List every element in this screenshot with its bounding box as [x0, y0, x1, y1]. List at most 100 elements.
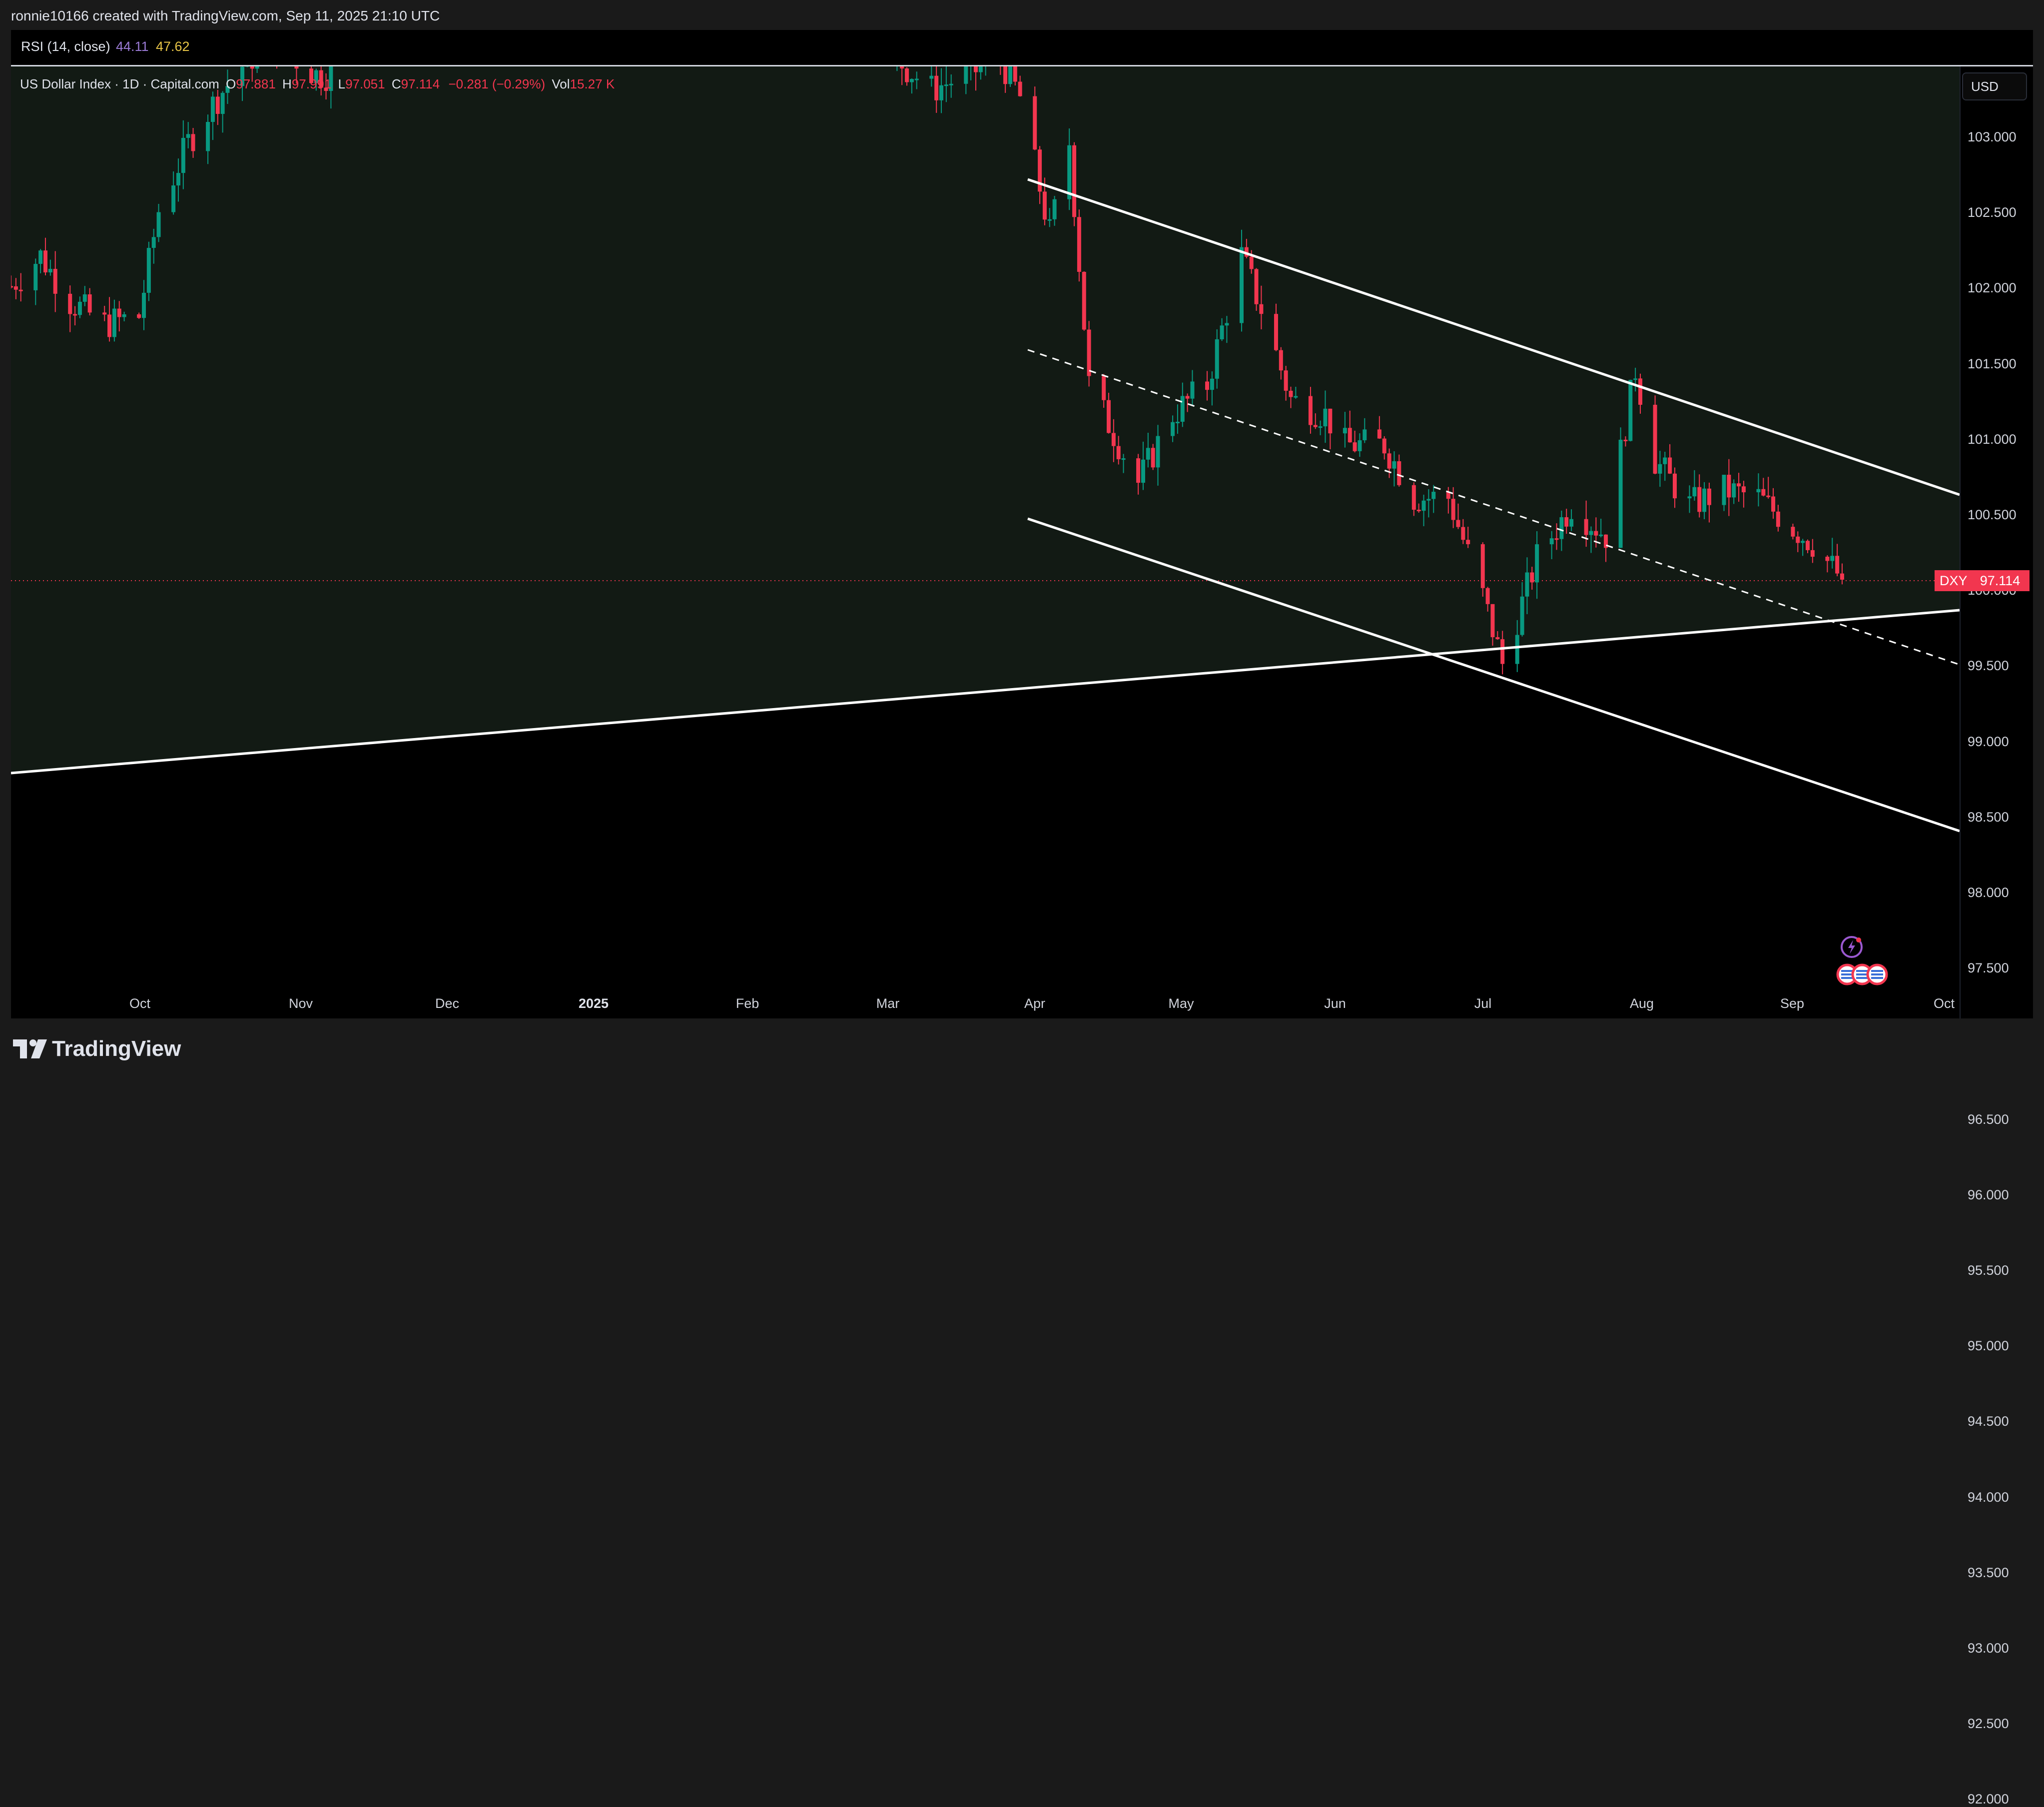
- price-axis-label: 93.000: [1968, 1641, 2009, 1656]
- candle-body: [1397, 461, 1401, 485]
- lightning-event-icon[interactable]: [1839, 934, 1865, 960]
- price-axis-label: 92.500: [1968, 1716, 2009, 1732]
- candle-body: [1668, 457, 1672, 474]
- low-label: L: [338, 76, 346, 91]
- tradingview-logo-text[interactable]: TradingView: [52, 1036, 181, 1061]
- channel-upper-line[interactable]: [1027, 178, 1960, 496]
- candle-body: [1348, 428, 1352, 443]
- candle-body: [324, 87, 328, 91]
- candle-body: [944, 84, 948, 86]
- candle-body: [1658, 464, 1662, 474]
- candle-body: [1564, 517, 1569, 527]
- candle-body: [1254, 269, 1259, 304]
- candle-body: [1535, 544, 1539, 583]
- candle-body: [1825, 557, 1830, 561]
- bottom-bar: TradingView: [0, 1019, 2044, 1085]
- vol-label: Vol: [552, 76, 570, 91]
- candle-body: [1047, 219, 1052, 221]
- price-axis-label: 103.000: [1968, 129, 2017, 144]
- candle-body: [1225, 323, 1229, 326]
- candle-body: [1411, 485, 1416, 510]
- candle-body: [1205, 381, 1210, 390]
- candle-body: [1249, 256, 1254, 269]
- channel-mid-line[interactable]: [1027, 349, 1960, 666]
- tradingview-logo-icon[interactable]: [12, 1037, 50, 1060]
- candle-body: [245, 66, 249, 67]
- price-chart[interactable]: US Dollar Index · 1D · Capital.com O97.8…: [11, 66, 2033, 1807]
- time-axis-label: May: [1168, 996, 1194, 1011]
- candle-body: [1791, 527, 1795, 537]
- candle-body: [1702, 488, 1707, 512]
- candle-body: [255, 66, 259, 69]
- candle-body: [11, 286, 13, 288]
- candle-body: [1672, 473, 1677, 499]
- candle-body: [191, 134, 195, 151]
- rising-trendline[interactable]: [11, 609, 1960, 775]
- candle-body: [1220, 325, 1224, 339]
- candle-body: [1358, 440, 1362, 451]
- candle-body: [1451, 499, 1455, 520]
- close-label: C: [391, 76, 401, 91]
- candle-body: [1840, 573, 1844, 580]
- candle-body: [1244, 247, 1249, 257]
- candle-body: [1121, 458, 1126, 460]
- candle-body: [329, 66, 333, 91]
- candle-body: [215, 96, 220, 114]
- attribution-text: ronnie10166 created with TradingView.com…: [11, 8, 440, 23]
- candle-body: [151, 237, 156, 248]
- time-axis-label: Mar: [876, 996, 900, 1011]
- candle-body: [171, 185, 176, 212]
- last-price-tag: 97.114: [1971, 570, 2030, 591]
- rsi-title[interactable]: RSI (14, close): [21, 39, 110, 54]
- candle-body: [1737, 483, 1741, 487]
- candle-body: [102, 312, 107, 315]
- symbol-name[interactable]: US Dollar Index · 1D · Capital.com: [20, 76, 219, 91]
- candle-body: [1599, 534, 1603, 536]
- symbol-legend[interactable]: US Dollar Index · 1D · Capital.com O97.8…: [20, 76, 615, 92]
- candle-body: [1387, 453, 1391, 469]
- currency-selector[interactable]: USD: [1962, 72, 2027, 100]
- rsi-pane[interactable]: RSI (14, close) 44.11 47.62: [11, 30, 2033, 66]
- candle-body: [18, 289, 23, 291]
- time-axis-label: Feb: [735, 996, 759, 1011]
- candle-body: [914, 78, 919, 80]
- candle-body: [1525, 572, 1529, 597]
- candle-body: [1259, 304, 1264, 314]
- change-value: −0.281 (−0.29%): [448, 76, 546, 91]
- candle-body: [1835, 556, 1840, 574]
- candle-body: [1727, 475, 1731, 498]
- time-axis-label: Jul: [1474, 996, 1492, 1011]
- candle-body: [319, 70, 323, 88]
- candle-body: [1732, 483, 1736, 498]
- candle-body: [1461, 527, 1465, 540]
- chart-canvas[interactable]: [11, 66, 2033, 1018]
- candle-body: [220, 92, 225, 114]
- time-axis-label: Apr: [1024, 996, 1046, 1011]
- candle-body: [1589, 531, 1593, 535]
- candle-body: [1107, 400, 1111, 433]
- candle-body: [1584, 519, 1588, 535]
- candle-body: [146, 248, 151, 293]
- candle-body: [77, 301, 82, 315]
- candle-body: [934, 75, 939, 100]
- candle-body: [1052, 199, 1057, 219]
- candle-body: [1087, 329, 1091, 376]
- candle-body: [1515, 635, 1519, 664]
- candle-body: [1495, 637, 1500, 640]
- candle-body: [1776, 511, 1780, 527]
- candle-body: [1766, 495, 1771, 497]
- candle-body: [314, 70, 318, 83]
- candle-body: [53, 269, 57, 294]
- candle-body: [900, 66, 904, 69]
- time-axis-label: 2025: [578, 996, 609, 1011]
- candle-body: [1530, 572, 1534, 583]
- channel-lower-line[interactable]: [1027, 517, 1960, 833]
- candle-body: [1077, 217, 1081, 272]
- candle-body: [1456, 520, 1460, 527]
- candle-body: [929, 75, 934, 79]
- candle-body: [1392, 461, 1396, 469]
- candle-body: [38, 250, 43, 264]
- candle-body: [1810, 550, 1815, 557]
- us-flag-event-icons[interactable]: [1835, 962, 1900, 987]
- price-axis-label: 99.000: [1968, 734, 2009, 749]
